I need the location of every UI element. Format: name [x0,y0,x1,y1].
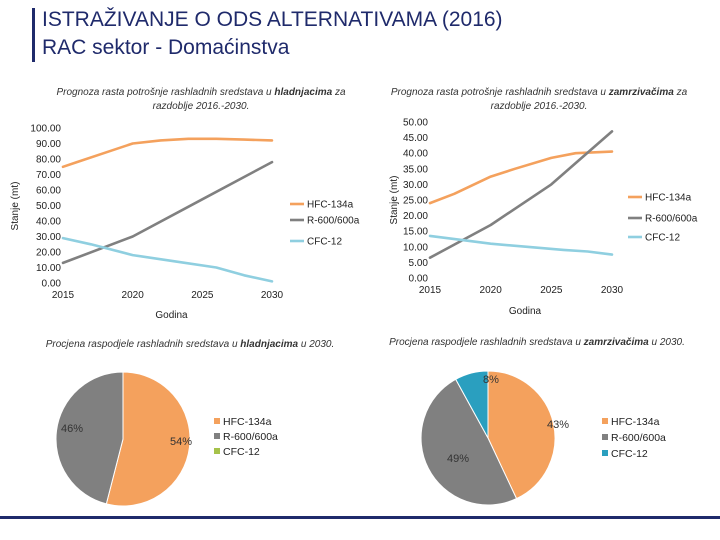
series-line-hfc-134a [61,137,274,169]
x-tick-label: 2030 [261,290,284,301]
y-tick-label: 30.00 [403,180,428,191]
y-tick-label: 10.00 [403,242,428,253]
footer-divider [0,516,720,519]
y-tick-label: 45.00 [403,133,428,144]
legend-label: HFC-134a [645,193,692,204]
y-tick-label: 100.00 [30,124,61,135]
title-accent-bar [32,8,35,62]
y-tick-label: 50.00 [36,201,61,212]
series-line-r-600-600a [428,130,614,260]
y-tick-label: 10.00 [36,263,61,274]
y-tick-label: 50.00 [403,118,428,129]
legend-label: CFC-12 [611,448,648,460]
pie-value-label: 43% [547,419,569,431]
pie-slice-r-600-600a [420,378,518,506]
y-tick-label: 0.00 [409,274,429,285]
x-tick-label: 2020 [122,290,145,301]
legend-label: CFC-12 [307,237,342,248]
y-tick-label: 30.00 [36,232,61,243]
legend-swatch [214,433,220,439]
y-tick-label: 40.00 [36,217,61,228]
left-pie-title: Procjena raspodjele rashladnih sredstava… [45,339,335,350]
legend-label: R-600/600a [223,431,278,443]
legend-label: HFC-134a [223,416,272,428]
page-title: ISTRAŽIVANJE O ODS ALTERNATIVAMA (2016) [42,8,503,31]
x-tick-label: 2030 [601,285,624,296]
y-tick-label: 80.00 [36,155,61,166]
x-tick-label: 2020 [480,285,503,296]
y-tick-label: 20.00 [36,248,61,259]
legend-swatch [602,418,608,424]
pie-slice-cfc-12 [455,370,489,439]
legend-label: CFC-12 [645,233,680,244]
legend-swatch [602,434,608,440]
y-tick-label: 60.00 [36,186,61,197]
series-line-r-600-600a [61,160,274,265]
y-tick-label: 35.00 [403,164,428,175]
x-axis-title: Godina [509,306,542,317]
pie-value-label: 46% [61,423,83,435]
legend-label: CFC-12 [223,446,260,458]
y-tick-label: 70.00 [36,170,61,181]
pie-value-label: 8% [483,374,499,386]
y-tick-label: 25.00 [403,196,428,207]
series-line-cfc-12 [428,234,614,256]
y-axis-title: Stanje (mt) [389,176,400,225]
legend-label: R-600/600a [307,216,360,227]
x-axis-title: Godina [155,310,188,321]
legend-swatch [214,418,220,424]
legend-label: R-600/600a [645,214,698,225]
y-axis-title: Stanje (mt) [10,182,21,231]
y-tick-label: 15.00 [403,227,428,238]
x-tick-label: 2015 [52,290,75,301]
series-line-hfc-134a [428,150,614,205]
legend-label: R-600/600a [611,432,666,444]
left-line-chart-title: Prognoza rasta potrošnje rashladnih sred… [56,87,346,112]
pie-slice-hfc-134a [105,371,191,507]
legend-label: HFC-134a [307,200,354,211]
pie-slice-r-600-600a [55,371,124,505]
legend-label: HFC-134a [611,416,660,428]
pie-value-label: 49% [447,453,469,465]
y-tick-label: 5.00 [409,258,429,269]
y-tick-label: 0.00 [42,279,62,290]
y-tick-label: 20.00 [403,211,428,222]
page-subtitle: RAC sektor - Domaćinstva [42,36,290,59]
y-tick-label: 40.00 [403,149,428,160]
series-line-cfc-12 [61,236,274,283]
x-tick-label: 2025 [540,285,563,296]
legend-swatch [602,450,608,456]
legend-swatch [214,448,220,454]
pie-slice-hfc-134a [487,370,556,500]
pie-value-label: 54% [170,436,192,448]
x-tick-label: 2025 [191,290,214,301]
right-pie-title: Procjena raspodjele rashladnih sredstava… [389,337,685,348]
x-tick-label: 2015 [419,285,442,296]
y-tick-label: 90.00 [36,139,61,150]
right-line-chart-title: Prognoza rasta potrošnje rashladnih sred… [390,87,688,112]
